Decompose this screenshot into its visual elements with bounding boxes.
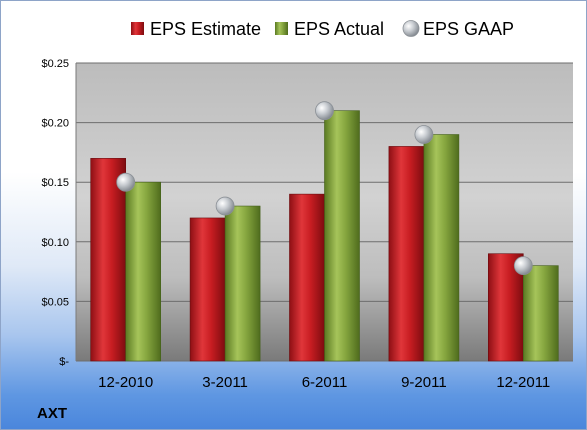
marker-eps-gaap [414,125,434,144]
x-tick-label: 6-2011 [302,374,348,391]
y-tick-label: $0.05 [41,296,69,308]
legend-label: EPS Estimate [150,19,261,39]
y-tick-label: $0.20 [41,118,69,130]
y-tick-label: $- [59,356,69,368]
bar-eps-actual [423,134,460,362]
y-tick-label: $0.25 [41,58,69,70]
legend-swatch [275,22,288,35]
bar-eps-actual [324,110,360,362]
axes: $- $0.05 $0.10 $0.15 $0.20 $0.25 12-2010 3-2011… [41,58,550,391]
x-tick-label: 9-2011 [401,374,447,391]
legend: EPS Estimate EPS Actual EPS GAAP [131,19,514,39]
legend-label: EPS Actual [294,19,384,39]
ticker-label: AXT [37,405,67,422]
legend-swatch [402,20,420,37]
legend-label: EPS GAAP [423,19,514,39]
marker-eps-gaap [116,172,136,192]
y-tick-label: $0.10 [41,237,69,249]
bar-eps-estimate [388,146,425,362]
bar-eps-actual [522,265,559,362]
marker-eps-gaap [513,256,533,276]
x-tick-label: 3-2011 [202,374,248,391]
bar-eps-actual [224,205,261,362]
x-tick-label: 12-2011 [496,374,550,391]
plot-area [76,62,573,362]
bar-eps-actual [125,181,161,362]
marker-eps-gaap [215,196,235,216]
marker-eps-gaap [315,101,334,121]
bar-eps-estimate [189,217,226,362]
y-tick-label: $0.15 [41,177,69,189]
bar-eps-estimate [289,193,325,362]
legend-swatch [131,22,144,35]
x-tick-label: 12-2010 [98,374,153,391]
